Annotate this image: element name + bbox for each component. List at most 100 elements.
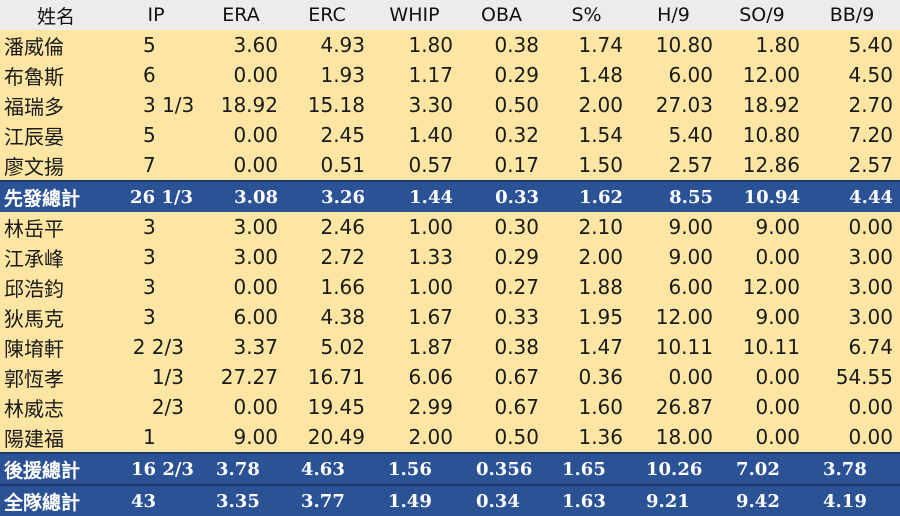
column-header: SO/9 [720, 0, 807, 30]
stat-cell: 9.00 [200, 422, 285, 453]
player-name: 先發總計 [0, 180, 115, 212]
table-row: 江承峰 3 3.00 2.72 1.33 0.29 2.00 9.00 0.00 3.00 [0, 242, 900, 272]
stat-cell: 3.08 [200, 180, 285, 212]
stat-cell: 0.38 [460, 332, 546, 362]
stat-cell: 0.00 [720, 392, 807, 422]
stat-cell: 9.00 [630, 242, 720, 272]
header-row: 姓名 IP ERA ERC WHIP OBA S% H/9 SO/9 BB/9 [0, 0, 900, 30]
stat-cell: 26.87 [630, 392, 720, 422]
stat-cell: 4.93 [285, 30, 372, 60]
column-header: S% [546, 0, 630, 30]
stat-cell: 2.57 [807, 150, 900, 181]
total-row: 全隊總計 43 3.35 3.77 1.49 0.34 1.63 9.21 9.42 4.19 [0, 484, 900, 516]
stat-cell: 1.74 [546, 30, 630, 60]
stat-cell: 3.00 [807, 242, 900, 272]
stat-cell: 3 [115, 242, 200, 272]
table-row: 陳堉軒 2 2/3 3.37 5.02 1.87 0.38 1.47 10.11 10.11 6.… [0, 332, 900, 362]
total-row: 先發總計 26 1/3 3.08 3.26 1.44 0.33 1.62 8.55 10.94 4… [0, 180, 900, 212]
column-header: BB/9 [807, 0, 900, 30]
stat-cell: 2.70 [807, 90, 900, 120]
stat-cell: 27.03 [630, 90, 720, 120]
stat-cell: 4.63 [285, 452, 372, 485]
stat-cell: 3.37 [200, 332, 285, 362]
stat-cell: 54.55 [807, 362, 900, 392]
stat-cell: 18.92 [720, 90, 807, 120]
column-header: WHIP [372, 0, 460, 30]
stat-cell: 3.78 [807, 452, 900, 485]
stat-cell: 5.40 [630, 120, 720, 150]
stat-cell: 1 [115, 422, 200, 453]
player-name: 林威志 [0, 392, 115, 422]
stat-cell: 18.92 [200, 90, 285, 120]
stat-cell: 1.88 [546, 272, 630, 302]
player-name: 全隊總計 [0, 484, 115, 516]
stat-cell: 9.21 [630, 484, 720, 516]
stat-cell: 43 [115, 484, 200, 516]
stat-cell: 6.00 [200, 302, 285, 332]
stat-cell: 2.00 [546, 242, 630, 272]
stat-cell: 2/3 [115, 392, 200, 422]
stat-cell: 10.94 [720, 180, 807, 212]
stat-cell: 10.26 [630, 452, 720, 485]
stat-cell: 0.32 [460, 120, 546, 150]
stat-cell: 0.51 [285, 150, 372, 181]
stat-cell: 5 [115, 30, 200, 60]
stat-cell: 0.00 [720, 422, 807, 453]
column-header: H/9 [630, 0, 720, 30]
stat-cell: 12.00 [720, 60, 807, 90]
stat-cell: 2.00 [372, 422, 460, 453]
stat-cell: 6.00 [630, 272, 720, 302]
player-name: 郭恆孝 [0, 362, 115, 392]
stat-cell: 27.27 [200, 362, 285, 392]
stat-cell: 1.54 [546, 120, 630, 150]
stat-cell: 2.45 [285, 120, 372, 150]
stat-cell: 0.67 [460, 392, 546, 422]
stat-cell: 3.30 [372, 90, 460, 120]
stat-cell: 1.40 [372, 120, 460, 150]
column-header: ERA [200, 0, 285, 30]
stat-cell: 1.17 [372, 60, 460, 90]
stat-cell: 12.00 [720, 272, 807, 302]
stat-cell: 0.00 [200, 60, 285, 90]
stat-cell: 18.00 [630, 422, 720, 453]
player-name: 邱浩鈞 [0, 272, 115, 302]
stat-cell: 1/3 [115, 362, 200, 392]
player-name: 江辰晏 [0, 120, 115, 150]
stat-cell: 1.50 [546, 150, 630, 181]
stat-cell: 9.00 [630, 212, 720, 242]
stat-cell: 0.38 [460, 30, 546, 60]
table-row: 狄馬克 3 6.00 4.38 1.67 0.33 1.95 12.00 9.00 3.00 [0, 302, 900, 332]
stat-cell: 4.19 [807, 484, 900, 516]
stat-cell: 2.57 [630, 150, 720, 181]
stat-cell: 16 2/3 [115, 452, 200, 485]
player-name: 後援總計 [0, 452, 115, 485]
table-row: 廖文揚 7 0.00 0.51 0.57 0.17 1.50 2.57 12.86 2.57 [0, 150, 900, 181]
stat-cell: 10.80 [630, 30, 720, 60]
stat-cell: 12.00 [630, 302, 720, 332]
stat-cell: 1.44 [372, 180, 460, 212]
stat-cell: 3 [115, 272, 200, 302]
stat-cell: 1.00 [372, 272, 460, 302]
table-row: 陽建福 1 9.00 20.49 2.00 0.50 1.36 18.00 0.00 0.00 [0, 422, 900, 453]
table-row: 邱浩鈞 3 0.00 1.66 1.00 0.27 1.88 6.00 12.00 3.00 [0, 272, 900, 302]
stat-cell: 4.38 [285, 302, 372, 332]
stat-cell: 10.11 [720, 332, 807, 362]
player-name: 布魯斯 [0, 60, 115, 90]
stat-cell: 1.93 [285, 60, 372, 90]
column-header: ERC [285, 0, 372, 30]
player-name: 潘威倫 [0, 30, 115, 60]
table-row: 郭恆孝 1/3 27.27 16.71 6.06 0.67 0.36 0.00 0.00 54.5… [0, 362, 900, 392]
stat-cell: 0.29 [460, 242, 546, 272]
stat-cell: 2.72 [285, 242, 372, 272]
stat-cell: 0.356 [460, 452, 546, 485]
stat-cell: 0.57 [372, 150, 460, 181]
stat-cell: 1.95 [546, 302, 630, 332]
stat-cell: 3 [115, 302, 200, 332]
table-row: 潘威倫 5 3.60 4.93 1.80 0.38 1.74 10.80 1.80 5.40 [0, 30, 900, 60]
stat-cell: 0.67 [460, 362, 546, 392]
stat-cell: 7 [115, 150, 200, 181]
stat-cell: 0.17 [460, 150, 546, 181]
stat-cell: 1.56 [372, 452, 460, 485]
stat-cell: 1.00 [372, 212, 460, 242]
